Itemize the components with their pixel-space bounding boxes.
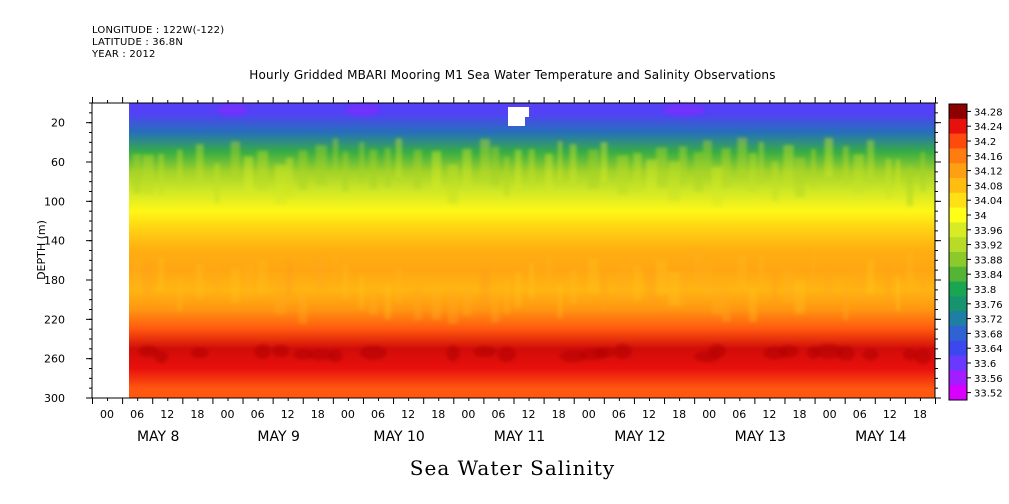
colorbar-label: 33.6 xyxy=(974,359,996,370)
colorbar-label: 34.28 xyxy=(974,107,1003,118)
x-hour-tick-label: 00 xyxy=(461,408,475,421)
x-hour-tick-label: 06 xyxy=(732,408,746,421)
colorbar-label: 34.24 xyxy=(974,122,1003,133)
colorbar-swatch xyxy=(949,148,967,164)
colorbar-swatch xyxy=(949,252,967,268)
colorbar-swatch xyxy=(949,340,967,357)
y-tick-label: 20 xyxy=(51,117,65,130)
colorbar-label: 34.2 xyxy=(974,137,996,148)
x-day-label: MAY 12 xyxy=(614,429,665,445)
x-hour-tick-label: 00 xyxy=(702,408,716,421)
year-label: YEAR : 2012 xyxy=(92,49,156,60)
x-hour-tick-label: 18 xyxy=(311,408,325,421)
x-hour-tick-label: 12 xyxy=(401,408,415,421)
colorbar-swatch xyxy=(949,237,967,253)
colorbar-label: 33.72 xyxy=(974,315,1003,326)
x-hour-tick-label: 00 xyxy=(100,408,114,421)
colorbar-swatch xyxy=(949,178,967,194)
x-hour-tick-label: 12 xyxy=(160,408,174,421)
x-hour-tick-label: 00 xyxy=(823,408,837,421)
colorbar-label: 34.12 xyxy=(974,167,1003,178)
colorbar-label: 33.68 xyxy=(974,329,1003,340)
colorbar-label: 33.92 xyxy=(974,241,1003,252)
chart-title: Hourly Gridded MBARI Mooring M1 Sea Wate… xyxy=(0,68,1009,82)
colorbar-swatch xyxy=(949,163,967,179)
colorbar-label: 33.84 xyxy=(974,270,1003,281)
x-day-label: MAY 14 xyxy=(855,429,906,445)
colorbar-swatch xyxy=(949,207,967,223)
x-day-label: MAY 8 xyxy=(137,429,179,445)
y-tick-label: 60 xyxy=(51,156,65,169)
plot-area xyxy=(92,103,935,398)
x-hour-tick-label: 12 xyxy=(522,408,536,421)
colorbar-label: 34.16 xyxy=(974,152,1003,163)
longitude-label: LONGITUDE : 122W(-122) xyxy=(92,25,225,36)
x-hour-tick-label: 18 xyxy=(552,408,566,421)
colorbar-label: 33.76 xyxy=(974,300,1003,311)
y-tick-label: 220 xyxy=(44,313,65,326)
colorbar-swatch xyxy=(949,222,967,238)
x-hour-tick-label: 06 xyxy=(130,408,144,421)
colorbar-swatch xyxy=(949,385,967,401)
colorbar-label: 33.88 xyxy=(974,255,1003,266)
colorbar-swatch xyxy=(949,192,967,209)
x-hour-tick-label: 06 xyxy=(371,408,385,421)
colorbar-swatch xyxy=(949,118,967,135)
colorbar-label: 33.8 xyxy=(974,285,996,296)
colorbar-label: 33.56 xyxy=(974,374,1003,385)
variable-label-text: Sea Water Salinity xyxy=(409,456,616,480)
colorbar: 34.28 34.24 34.2 34.16 34.12 34.08 34.04 34 33.9… xyxy=(948,103,1003,401)
x-hour-tick-label: 18 xyxy=(190,408,204,421)
x-hour-tick-label: 06 xyxy=(491,408,505,421)
colorbar-label: 33.52 xyxy=(974,389,1003,400)
x-day-label: MAY 11 xyxy=(494,429,545,445)
x-hour-tick-label: 00 xyxy=(582,408,596,421)
x-day-label: MAY 13 xyxy=(735,429,786,445)
x-hour-tick-label: 00 xyxy=(341,408,355,421)
colorbar-swatch xyxy=(949,296,967,312)
colorbar-swatch xyxy=(949,326,967,342)
colorbar-label: 34.08 xyxy=(974,181,1003,192)
y-tick-label: 100 xyxy=(44,195,65,208)
x-day-label: MAY 9 xyxy=(257,429,299,445)
x-hour-tick-label: 12 xyxy=(762,408,776,421)
x-hour-tick-label: 00 xyxy=(220,408,234,421)
colorbar-swatch xyxy=(949,370,967,386)
colorbar-frame xyxy=(948,103,968,401)
x-hour-tick-label: 12 xyxy=(281,408,295,421)
colorbar-swatch xyxy=(949,104,967,120)
x-hour-tick-label: 06 xyxy=(612,408,626,421)
colorbar-label: 33.64 xyxy=(974,344,1003,355)
y-tick-label: 260 xyxy=(44,353,65,366)
x-hour-tick-label: 18 xyxy=(431,408,445,421)
y-axis-label: DEPTH (m) xyxy=(35,220,48,280)
x-hour-tick-label: 18 xyxy=(913,408,927,421)
colorbar-swatch xyxy=(949,355,967,371)
y-tick-label: 300 xyxy=(44,392,65,405)
y-tick-label: 180 xyxy=(44,274,65,287)
x-hour-tick-label: 06 xyxy=(251,408,265,421)
salinity-texture xyxy=(133,103,932,365)
latitude-label: LATITUDE : 36.8N xyxy=(92,37,184,48)
x-hour-tick-label: 12 xyxy=(642,408,656,421)
colorbar-label: 34 xyxy=(974,211,987,222)
colorbar-label: 33.96 xyxy=(974,226,1003,237)
x-hour-tick-label: 18 xyxy=(672,408,686,421)
colorbar-swatch xyxy=(949,133,967,149)
colorbar-label: 34.04 xyxy=(974,196,1003,207)
x-day-label: MAY 10 xyxy=(373,429,424,445)
x-hour-tick-label: 06 xyxy=(853,408,867,421)
y-tick-label: 140 xyxy=(44,235,65,248)
colorbar-swatch xyxy=(949,266,967,283)
chart-title-text: Hourly Gridded MBARI Mooring M1 Sea Wate… xyxy=(249,68,776,82)
x-hour-tick-label: 12 xyxy=(883,408,897,421)
variable-label: Sea Water Salinity xyxy=(0,456,1009,480)
colorbar-swatch xyxy=(949,281,967,297)
x-hour-tick-label: 18 xyxy=(793,408,807,421)
axes: 00 06 12 18 00 06 12 18 00 06 12 18 00 06 12 18 00 06 12 18… xyxy=(35,97,941,445)
colorbar-swatch xyxy=(949,311,967,327)
